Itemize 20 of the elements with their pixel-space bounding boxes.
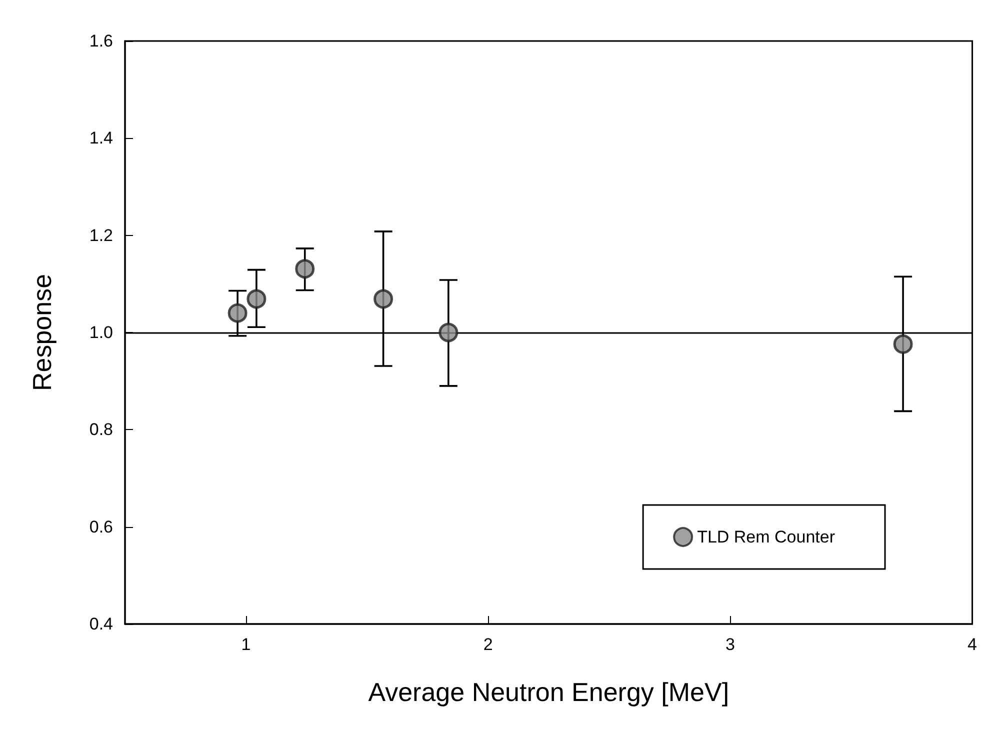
point xyxy=(228,303,248,323)
y-tick-label: 1.6 xyxy=(89,32,113,50)
x-axis-title: Average Neutron Energy [MeV] xyxy=(368,677,730,707)
y-axis-title: Response xyxy=(27,274,57,392)
y-tick-label: 1.2 xyxy=(89,226,113,245)
point xyxy=(246,289,266,309)
y-tick-label: 0.8 xyxy=(89,420,113,440)
legend-label: TLD Rem Counter xyxy=(697,528,836,546)
y-tick-label: 1.0 xyxy=(89,323,113,342)
x-tick-label: 2 xyxy=(483,635,493,654)
x-tick-label: 1 xyxy=(241,635,251,654)
y-tick-label: 0.6 xyxy=(89,517,113,536)
y-tick-label: 1.4 xyxy=(89,128,113,148)
point xyxy=(295,259,315,279)
x-tick-label: 3 xyxy=(725,635,735,654)
point xyxy=(893,334,913,354)
x-tick-label: 4 xyxy=(968,635,978,654)
point xyxy=(438,322,458,342)
point xyxy=(374,289,394,309)
y-tick-label: 0.4 xyxy=(89,614,113,634)
